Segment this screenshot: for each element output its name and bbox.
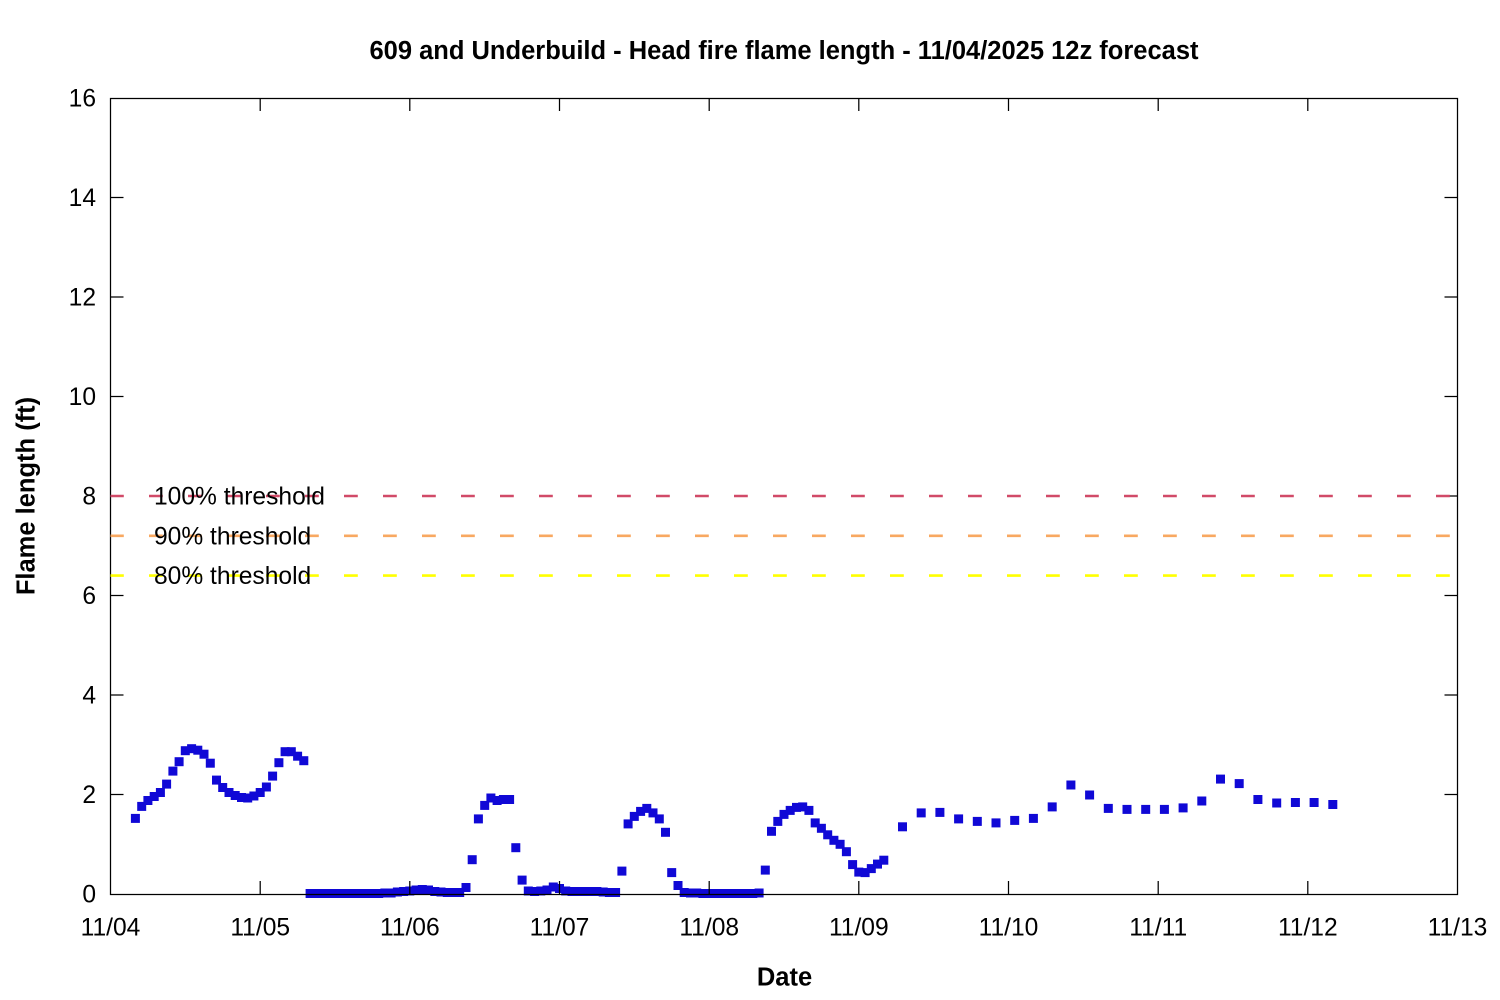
svg-text:11/05: 11/05 [230, 915, 290, 942]
svg-text:609 and Underbuild - Head fire: 609 and Underbuild - Head fire flame len… [369, 37, 1199, 65]
svg-text:4: 4 [82, 683, 96, 710]
svg-text:11/06: 11/06 [380, 915, 440, 942]
svg-text:11/11: 11/11 [1129, 915, 1187, 942]
svg-text:6: 6 [82, 583, 96, 610]
svg-text:11/13: 11/13 [1428, 915, 1488, 942]
svg-text:Flame length (ft): Flame length (ft) [13, 397, 41, 595]
svg-text:Date: Date [757, 964, 812, 992]
svg-text:11/04: 11/04 [81, 915, 141, 942]
svg-text:100% threshold: 100% threshold [154, 484, 325, 511]
svg-text:90% threshold: 90% threshold [154, 523, 311, 550]
svg-text:16: 16 [69, 86, 96, 113]
svg-text:2: 2 [82, 782, 96, 809]
svg-text:8: 8 [82, 484, 96, 511]
svg-text:11/10: 11/10 [979, 915, 1039, 942]
svg-text:12: 12 [69, 285, 96, 312]
svg-text:0: 0 [82, 882, 96, 909]
svg-text:11/09: 11/09 [829, 915, 889, 942]
svg-text:14: 14 [69, 185, 96, 212]
svg-text:11/12: 11/12 [1278, 915, 1338, 942]
svg-text:10: 10 [69, 384, 96, 411]
svg-text:11/08: 11/08 [679, 915, 739, 942]
svg-text:11/07: 11/07 [530, 915, 590, 942]
svg-text:80% threshold: 80% threshold [154, 563, 311, 590]
